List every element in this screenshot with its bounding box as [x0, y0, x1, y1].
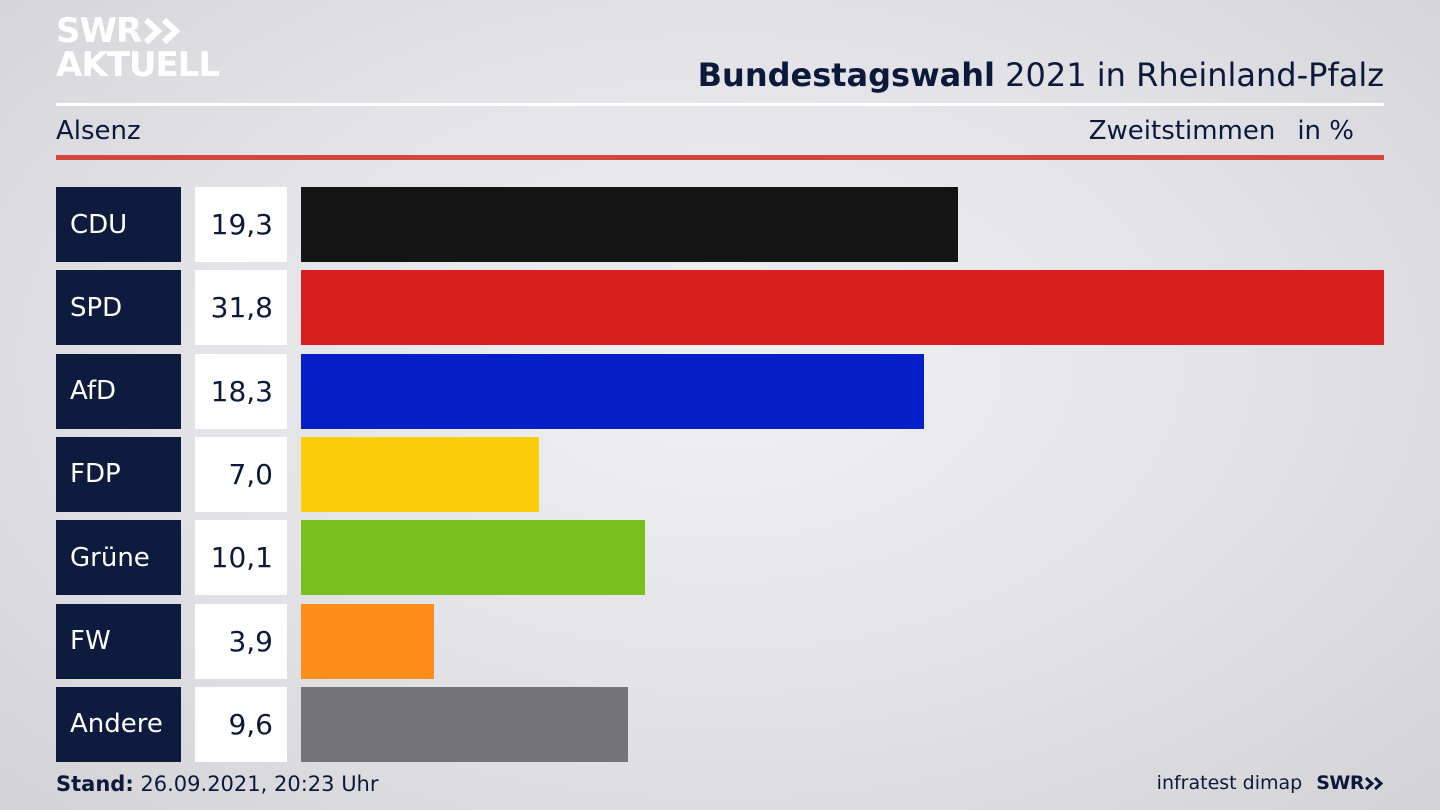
chevrons-icon — [1364, 776, 1384, 790]
party-label: CDU — [56, 187, 181, 262]
logo-line1: SWR — [56, 11, 142, 51]
footer-brand: SWR — [1316, 772, 1364, 794]
bar — [301, 603, 434, 679]
party-label: FDP — [56, 436, 181, 512]
party-label: Grüne — [56, 520, 181, 596]
party-label: AfD — [56, 353, 181, 429]
value-label: 18,3 — [195, 353, 287, 429]
bar — [301, 270, 1384, 346]
bar — [301, 686, 628, 762]
unit-label: in % — [1297, 116, 1354, 146]
title-bold: Bundestagswahl — [697, 56, 995, 94]
logo-line2: AKTUELL — [56, 45, 220, 85]
swr-aktuell-logo: SWR AKTUELL — [56, 11, 220, 85]
bar — [301, 187, 958, 262]
region-label: Alsenz — [56, 116, 141, 146]
footer-logo: SWR — [1316, 772, 1384, 794]
bar — [301, 353, 924, 429]
value-label: 9,6 — [195, 686, 287, 762]
header-divider — [56, 103, 1384, 106]
value-label: 7,0 — [195, 436, 287, 512]
title-rest: 2021 in Rheinland-Pfalz — [1005, 56, 1384, 94]
party-label: SPD — [56, 270, 181, 346]
value-label: 3,9 — [195, 603, 287, 679]
measure-name: Zweitstimmen — [1088, 116, 1276, 146]
timestamp: Stand: 26.09.2021, 20:23 Uhr — [56, 772, 379, 796]
party-label: FW — [56, 603, 181, 679]
footer-credits: infratest dimap SWR — [1157, 772, 1384, 794]
value-label: 31,8 — [195, 270, 287, 346]
bar — [301, 520, 645, 596]
chevrons-icon — [144, 17, 181, 45]
value-label: 10,1 — [195, 520, 287, 596]
value-label: 19,3 — [195, 187, 287, 262]
source-label: infratest dimap — [1156, 772, 1303, 794]
timestamp-value: 26.09.2021, 20:23 Uhr — [140, 772, 379, 796]
measure-label: Zweitstimmen in % — [1089, 116, 1354, 146]
party-label: Andere — [56, 686, 181, 762]
bar — [301, 436, 539, 512]
page-title: Bundestagswahl 2021 in Rheinland-Pfalz — [698, 56, 1384, 94]
accent-divider — [56, 155, 1384, 160]
timestamp-label: Stand: — [56, 772, 134, 796]
